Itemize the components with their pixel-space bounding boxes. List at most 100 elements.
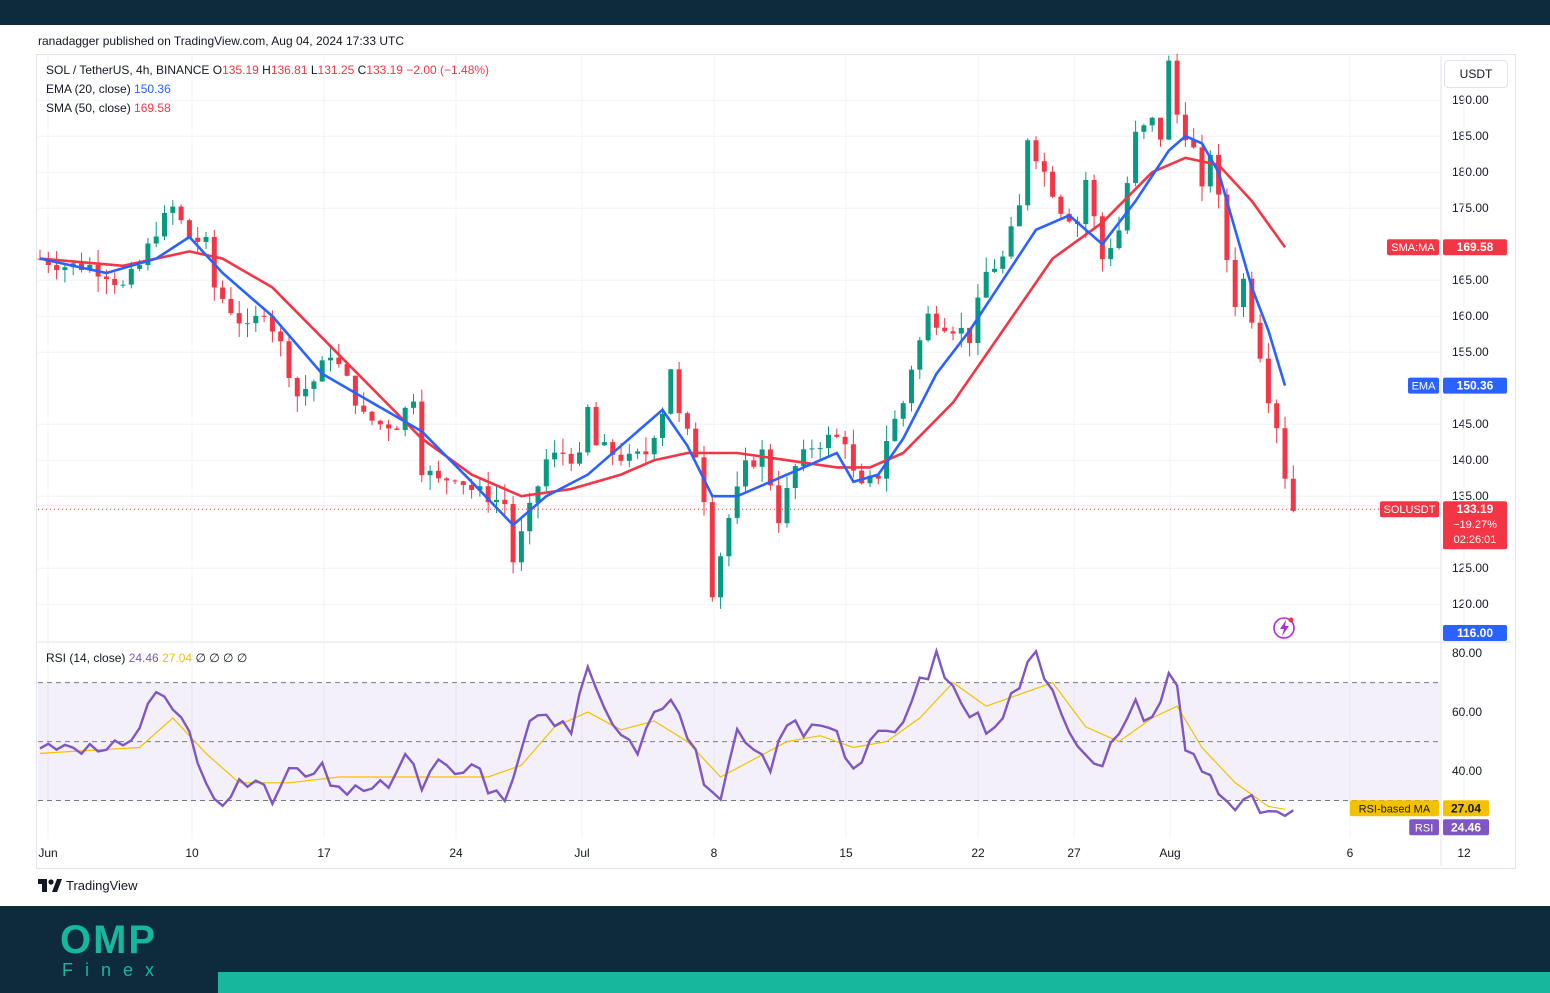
rsi-legend[interactable]: RSI (14, close) 24.46 27.04 ∅ ∅ ∅ ∅: [46, 651, 247, 665]
candle: [552, 440, 558, 468]
candle: [485, 471, 491, 513]
x-tick-label: 27: [1067, 846, 1081, 860]
candle: [1041, 152, 1047, 187]
price-tick-label: 160.00: [1452, 309, 1489, 323]
candle: [892, 410, 898, 442]
rsi-axis-label: RSI 24.46: [1409, 819, 1489, 836]
candle: [709, 493, 715, 602]
rsi-axis-tag: RSI-based MA: [1359, 803, 1431, 815]
x-tick-label: 12: [1457, 846, 1471, 860]
candle: [45, 251, 51, 274]
legend-open: 135.19: [222, 63, 259, 77]
price-axis-label: 116.00: [1443, 625, 1507, 641]
candle: [568, 448, 574, 472]
brand-logo: OMP: [60, 918, 158, 962]
price-tick-label: 175.00: [1452, 201, 1489, 215]
candle: [120, 280, 126, 288]
legend-high: 136.81: [270, 63, 308, 77]
ema-legend[interactable]: EMA (20, close) 150.36: [46, 82, 171, 96]
candle: [195, 227, 201, 253]
candle: [411, 394, 416, 415]
candle: [1108, 238, 1114, 266]
price-tick-label: 145.00: [1452, 417, 1489, 431]
candle: [294, 376, 300, 413]
candle: [1058, 194, 1064, 220]
candle: [162, 205, 167, 241]
top-bar: [0, 0, 1550, 25]
candle: [992, 259, 997, 273]
candle: [817, 441, 823, 462]
candle: [560, 438, 566, 466]
candle: [684, 411, 690, 436]
candle: [261, 310, 267, 323]
candle: [601, 433, 607, 446]
rsi-tick-label: 60.00: [1452, 705, 1482, 719]
candle: [328, 346, 333, 372]
candle: [278, 327, 284, 357]
price-axis-label: EMA 150.36: [1408, 377, 1507, 394]
candle: [834, 428, 840, 439]
x-tick-label: 22: [971, 846, 985, 860]
candle: [203, 231, 209, 249]
candles: [37, 53, 1296, 609]
candle: [311, 379, 317, 402]
legend-symbol[interactable]: SOL / TetherUS, 4h, BINANCE: [46, 63, 210, 77]
candle: [1290, 465, 1296, 513]
tradingview-label: TradingView: [66, 878, 138, 893]
candle: [62, 262, 68, 283]
publisher-line: ranadagger published on TradingView.com,…: [38, 34, 405, 48]
rsi-ma-legend-value: 27.04: [162, 651, 193, 665]
candle: [1182, 102, 1188, 148]
candle: [1282, 416, 1288, 489]
rsi-legend-label: RSI (14, close): [46, 651, 126, 665]
tradingview-logo[interactable]: TradingView: [38, 878, 138, 893]
sma-legend[interactable]: SMA (50, close) 169.58: [46, 101, 171, 115]
candle: [1149, 116, 1155, 132]
candle: [734, 471, 740, 524]
candle: [527, 492, 533, 545]
brand-sub: Finex: [62, 960, 167, 980]
candle: [826, 426, 831, 457]
candle: [1000, 250, 1006, 274]
currency-button[interactable]: USDT: [1444, 60, 1508, 88]
price-axis-value: 116.00: [1457, 626, 1493, 640]
price-tick-label: 180.00: [1452, 165, 1489, 179]
candle: [1265, 343, 1271, 414]
candle: [1166, 55, 1172, 141]
legend-c-label: C: [357, 63, 367, 77]
price-axis-label: SMA:MA 169.58: [1387, 239, 1507, 256]
candle: [867, 470, 873, 488]
candle: [726, 514, 732, 567]
candle: [186, 218, 192, 239]
candle: [751, 457, 757, 469]
candle: [1249, 271, 1255, 329]
rsi-line: [39, 646, 1294, 818]
candle: [245, 308, 250, 338]
candle: [236, 301, 242, 338]
candle: [477, 477, 483, 497]
candle: [361, 392, 367, 415]
candle: [585, 404, 591, 456]
lightning-icon[interactable]: [1273, 617, 1295, 639]
candle: [1141, 123, 1147, 139]
candle: [386, 419, 392, 441]
candle: [1016, 194, 1022, 227]
candle: [303, 375, 309, 406]
candle: [228, 287, 234, 316]
candle: [54, 251, 60, 280]
price-axis-value: 169.58: [1457, 240, 1494, 254]
price-axis-tag: SMA:MA: [1391, 242, 1435, 254]
legend-change: −2.00 (−1.48%): [406, 63, 490, 77]
candle: [1232, 247, 1238, 317]
candle: [875, 474, 881, 485]
x-tick-label: Jul: [574, 846, 589, 860]
candle: [676, 362, 682, 422]
price-axis-change: −19.27%: [1453, 519, 1497, 531]
candle: [933, 305, 939, 335]
candle: [1133, 120, 1139, 187]
candle: [369, 410, 375, 426]
candle: [1158, 117, 1163, 147]
brand-stripe: [218, 972, 1550, 993]
price-tick-label: 140.00: [1452, 453, 1489, 467]
